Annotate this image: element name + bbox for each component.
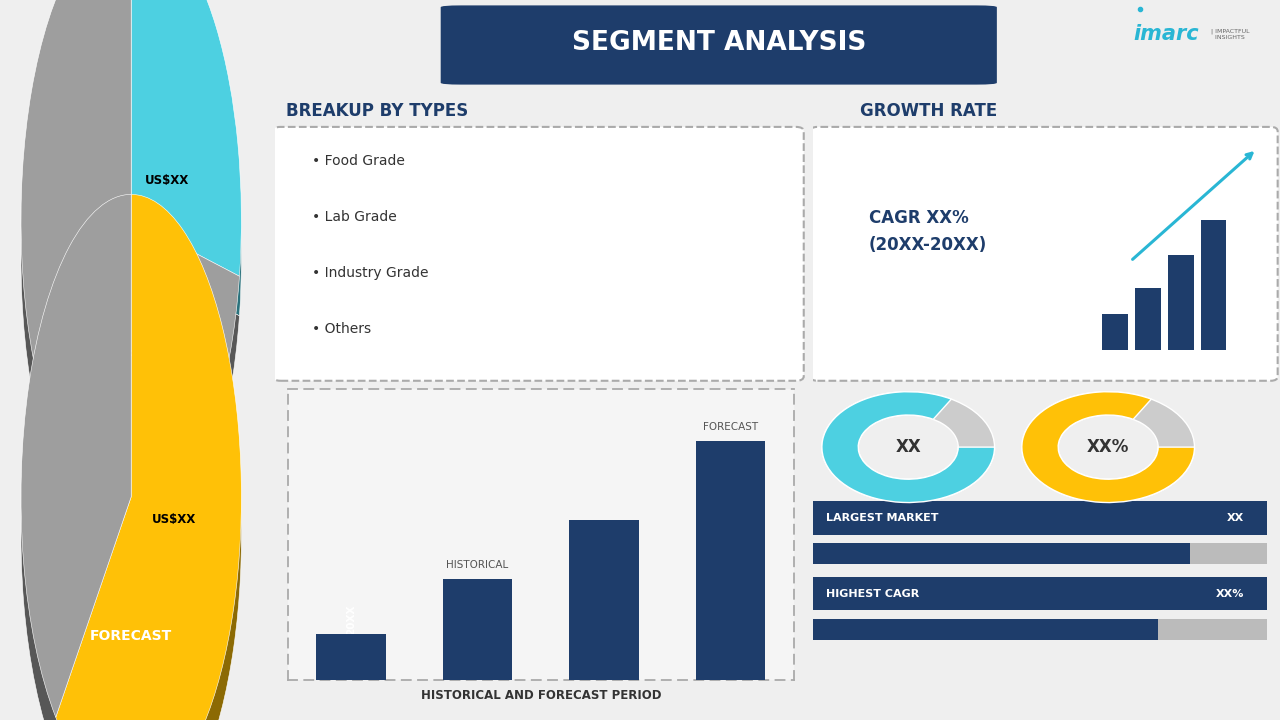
- Text: BREAKUP BY TYPES: BREAKUP BY TYPES: [285, 102, 468, 120]
- Text: • Lab Grade: • Lab Grade: [312, 210, 397, 224]
- Wedge shape: [20, 234, 131, 720]
- Bar: [570, 520, 639, 680]
- FancyBboxPatch shape: [813, 544, 1190, 564]
- Wedge shape: [131, 0, 242, 276]
- FancyBboxPatch shape: [1201, 220, 1226, 350]
- Text: | IMPACTFUL
  INSIGHTS: | IMPACTFUL INSIGHTS: [1211, 29, 1249, 40]
- Text: XX: XX: [1228, 513, 1244, 523]
- Text: HIGHEST CAGR: HIGHEST CAGR: [827, 588, 920, 598]
- Wedge shape: [20, 0, 239, 522]
- FancyBboxPatch shape: [1102, 315, 1128, 350]
- Wedge shape: [1021, 392, 1194, 503]
- Bar: [316, 634, 387, 680]
- Text: US$XX: US$XX: [145, 174, 189, 187]
- Wedge shape: [1021, 392, 1194, 503]
- FancyBboxPatch shape: [813, 544, 1267, 564]
- Text: GROWTH RATE: GROWTH RATE: [860, 102, 997, 120]
- Wedge shape: [56, 194, 242, 720]
- FancyBboxPatch shape: [813, 619, 1158, 639]
- Bar: [443, 580, 512, 680]
- Bar: [695, 441, 765, 680]
- FancyBboxPatch shape: [810, 127, 1277, 381]
- FancyBboxPatch shape: [813, 577, 1267, 611]
- Text: MARKET SIZE IN US$: MARKET SIZE IN US$: [42, 40, 220, 54]
- Text: LARGEST MARKET: LARGEST MARKET: [827, 513, 940, 523]
- Text: XX: XX: [895, 438, 922, 456]
- Wedge shape: [131, 0, 242, 316]
- Wedge shape: [822, 392, 995, 503]
- Text: FORECAST: FORECAST: [703, 422, 758, 432]
- Text: • Food Grade: • Food Grade: [312, 154, 406, 168]
- Text: imarc: imarc: [1133, 24, 1199, 44]
- Text: US$XX: US$XX: [152, 513, 196, 526]
- Text: FORECAST: FORECAST: [90, 629, 173, 643]
- FancyBboxPatch shape: [1167, 256, 1193, 350]
- FancyBboxPatch shape: [1135, 288, 1161, 350]
- Text: • Industry Grade: • Industry Grade: [312, 266, 429, 280]
- Text: SEGMENT ANALYSIS: SEGMENT ANALYSIS: [572, 30, 867, 56]
- FancyBboxPatch shape: [273, 127, 804, 381]
- Wedge shape: [20, 194, 131, 717]
- FancyBboxPatch shape: [813, 619, 1267, 639]
- Text: CURRENT: CURRENT: [95, 349, 168, 364]
- FancyBboxPatch shape: [813, 501, 1267, 534]
- Text: XX%: XX%: [1087, 438, 1129, 456]
- Wedge shape: [56, 234, 242, 720]
- Text: HISTORICAL: HISTORICAL: [447, 559, 508, 570]
- X-axis label: HISTORICAL AND FORECAST PERIOD: HISTORICAL AND FORECAST PERIOD: [421, 689, 660, 702]
- Text: CAGR XX%
(20XX-20XX): CAGR XX% (20XX-20XX): [869, 210, 987, 254]
- FancyBboxPatch shape: [440, 5, 997, 85]
- Wedge shape: [20, 0, 239, 562]
- Text: • Others: • Others: [312, 322, 371, 336]
- Text: XX%: XX%: [1216, 588, 1244, 598]
- Wedge shape: [822, 392, 995, 503]
